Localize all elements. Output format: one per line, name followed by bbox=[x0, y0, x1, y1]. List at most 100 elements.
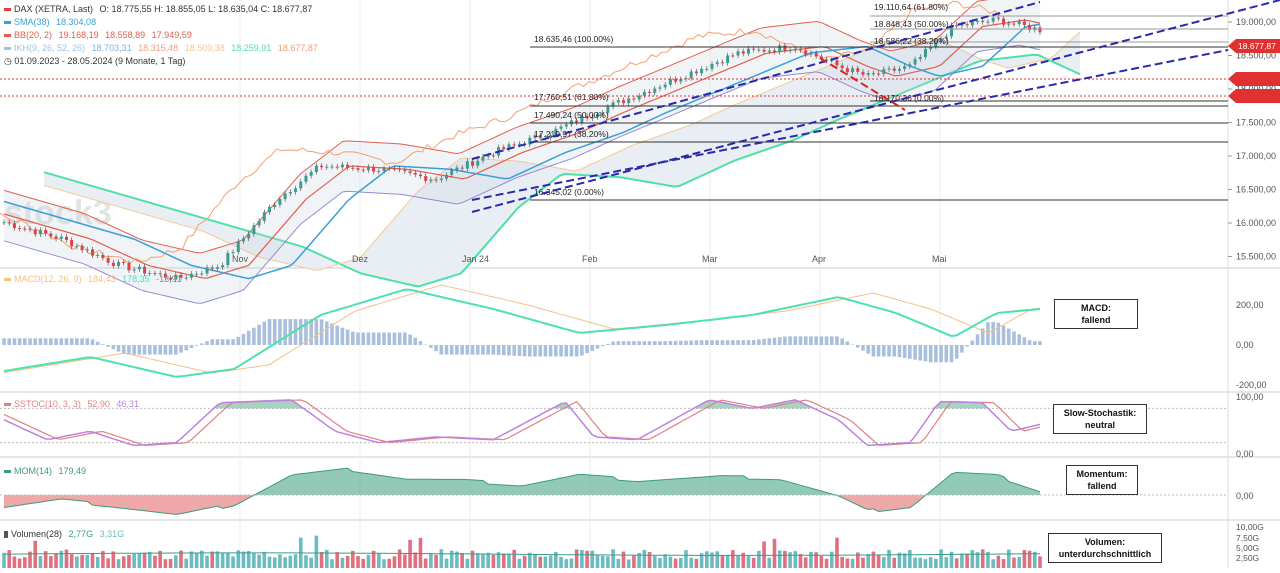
candle bbox=[91, 249, 94, 255]
legend-stoch: SSTOC(10, 3, 3) 52,90 46,31 bbox=[4, 398, 139, 410]
candle bbox=[232, 252, 235, 253]
volume-bar bbox=[929, 557, 933, 568]
candle bbox=[861, 72, 864, 75]
candle bbox=[669, 79, 672, 85]
volume-bar bbox=[596, 555, 600, 568]
candle bbox=[658, 87, 661, 88]
legend-swatch bbox=[4, 531, 8, 538]
candle bbox=[195, 274, 198, 275]
volume-bar bbox=[184, 559, 188, 568]
candle bbox=[565, 124, 568, 126]
macd-histogram-bar bbox=[96, 342, 100, 345]
candle bbox=[690, 72, 693, 79]
volume-bar bbox=[377, 554, 381, 568]
candle bbox=[362, 170, 365, 171]
candle bbox=[226, 253, 229, 265]
volume-bar bbox=[1038, 556, 1042, 568]
macd-histogram-bar bbox=[403, 333, 407, 345]
candle bbox=[455, 168, 458, 171]
macd-histogram-bar bbox=[497, 345, 501, 355]
candle bbox=[882, 69, 885, 74]
price-axis-label: 19.000,00 bbox=[1236, 17, 1276, 27]
momentum-axis-label: 0,00 bbox=[1236, 491, 1254, 501]
volume-bar bbox=[429, 553, 433, 568]
macd-histogram-bar bbox=[887, 345, 891, 357]
macd-histogram-bar bbox=[564, 345, 568, 357]
volume-bar bbox=[773, 539, 777, 568]
macd-histogram-bar bbox=[476, 345, 480, 355]
volume-bar bbox=[294, 554, 298, 568]
candle bbox=[278, 199, 281, 205]
macd-histogram-bar bbox=[59, 338, 63, 345]
legend-range: ◷ 01.09.2023 - 28.05.2024 (9 Monate, 1 T… bbox=[4, 55, 185, 67]
volume-bar bbox=[127, 555, 131, 568]
macd-histogram-bar bbox=[705, 340, 709, 345]
legend-sma: SMA(38) 18.304,08 bbox=[4, 16, 96, 28]
legend-bb-value: 19.168,19 bbox=[59, 30, 99, 40]
volume-bar bbox=[804, 557, 808, 568]
candle bbox=[799, 49, 802, 50]
macd-value: 184,43 bbox=[88, 274, 116, 284]
volume-bar bbox=[75, 556, 79, 568]
legend-swatch bbox=[4, 278, 11, 281]
macd-histogram-bar bbox=[132, 345, 136, 355]
macd-histogram-bar bbox=[434, 345, 438, 351]
macd-histogram-bar bbox=[382, 333, 386, 345]
candle bbox=[888, 68, 891, 69]
macd-histogram-bar bbox=[804, 336, 808, 345]
volume-bar bbox=[341, 558, 345, 568]
volume-bar bbox=[611, 549, 615, 568]
candle bbox=[3, 222, 6, 223]
volume-bar bbox=[13, 556, 17, 568]
volume-bar bbox=[778, 550, 782, 568]
volume-bar bbox=[424, 559, 428, 568]
volume-label: Volumen(28) bbox=[11, 529, 62, 539]
volume-status-box: Volumen: unterdurchschnittlich bbox=[1048, 533, 1162, 563]
volume-bar bbox=[273, 557, 277, 568]
candle bbox=[23, 229, 26, 230]
candle bbox=[435, 180, 438, 181]
macd-axis-label: -200,00 bbox=[1236, 380, 1267, 390]
volume-bar bbox=[39, 556, 43, 568]
candle bbox=[716, 62, 719, 64]
volume-bar bbox=[346, 556, 350, 568]
macd-histogram-bar bbox=[658, 341, 662, 345]
macd-histogram-bar bbox=[986, 322, 990, 345]
stoch-axis-label: 0,00 bbox=[1236, 449, 1254, 459]
candle bbox=[815, 53, 818, 57]
macd-histogram-bar bbox=[1028, 340, 1032, 345]
macd-histogram-bar bbox=[1007, 329, 1011, 345]
macd-histogram-bar bbox=[762, 339, 766, 345]
macd-histogram-bar bbox=[112, 345, 116, 349]
volume-bar bbox=[361, 559, 365, 568]
macd-histogram-bar bbox=[13, 338, 17, 345]
macd-histogram-bar bbox=[757, 339, 761, 345]
macd-histogram-bar bbox=[486, 345, 490, 355]
volume-bar bbox=[85, 555, 89, 568]
candle bbox=[747, 49, 750, 54]
candle bbox=[211, 267, 214, 268]
stoch-value: 46,31 bbox=[116, 399, 139, 409]
volume-bar bbox=[450, 551, 454, 568]
mom-label: MOM(14) bbox=[14, 466, 52, 476]
volume-bar bbox=[257, 555, 261, 568]
volume-bar bbox=[663, 554, 667, 568]
candle bbox=[763, 50, 766, 52]
volume-bar bbox=[1023, 550, 1027, 568]
candle bbox=[81, 246, 84, 250]
volume-bar bbox=[835, 538, 839, 568]
legend-ikh: IKH(9, 26, 52, 26) 18.703,31 18.315,48 1… bbox=[4, 42, 318, 54]
candle bbox=[617, 100, 620, 102]
candle bbox=[955, 25, 958, 26]
candle bbox=[34, 230, 37, 235]
candle bbox=[627, 98, 630, 103]
macd-histogram-bar bbox=[611, 342, 615, 345]
volume-bar bbox=[242, 552, 246, 568]
macd-histogram-bar bbox=[101, 344, 105, 345]
volume-bar bbox=[330, 559, 334, 568]
macd-histogram-bar bbox=[606, 344, 610, 345]
candle bbox=[101, 255, 104, 258]
macd-histogram-bar bbox=[91, 339, 95, 345]
candle bbox=[778, 45, 781, 51]
candle bbox=[357, 168, 360, 170]
